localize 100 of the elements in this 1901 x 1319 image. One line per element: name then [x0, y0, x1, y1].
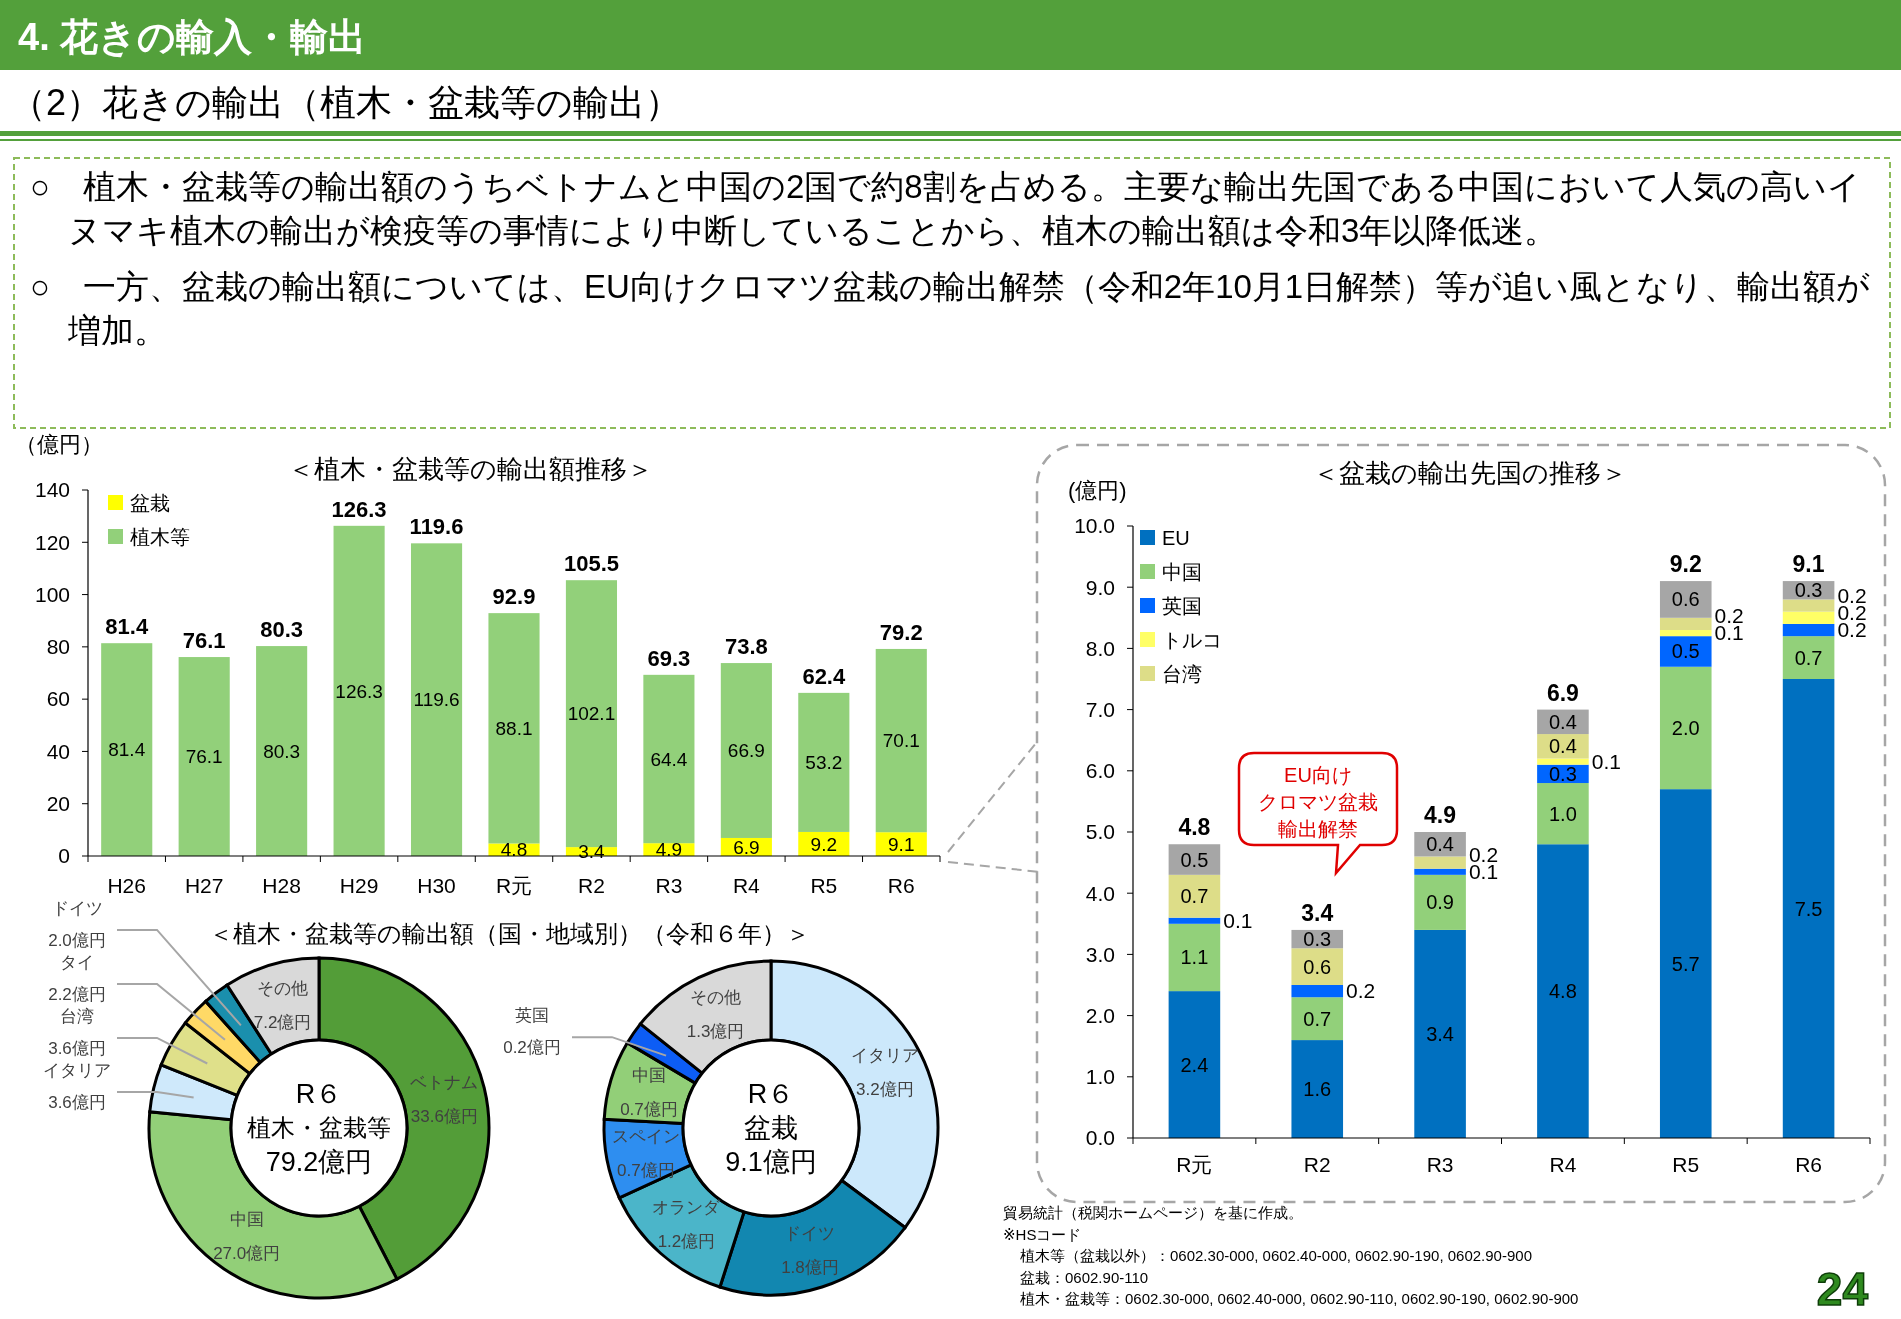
data-label: 3.4: [578, 841, 606, 863]
bar: [1537, 758, 1589, 765]
data-label: 88.1: [495, 717, 533, 739]
data-label: 0.4: [1549, 735, 1577, 758]
data-label: 66.9: [727, 740, 765, 762]
bar: [1659, 789, 1712, 1138]
x-tick-label: H26: [107, 874, 146, 897]
y-tick-label: 120: [34, 530, 70, 554]
data-label: 2.0億円: [48, 930, 106, 950]
data-label: 3.4: [1426, 1022, 1454, 1045]
slice-label: イタリア: [43, 1060, 111, 1080]
bar: [1168, 874, 1221, 918]
data-label: 3.6億円: [48, 1038, 106, 1058]
bar: [1414, 856, 1466, 869]
y-tick-label: 7.0: [1085, 697, 1115, 721]
bar: [1414, 874, 1466, 930]
total-label: 80.3: [260, 617, 304, 643]
data-label: 1.0: [1549, 802, 1577, 825]
y-tick-label: 10.0: [1074, 514, 1115, 538]
x-tick-label: R元: [495, 874, 533, 897]
bar: [875, 648, 927, 833]
y-tick-label: 40: [46, 739, 70, 763]
text: 9.1億円: [725, 1147, 817, 1178]
data-label: 0.7: [1794, 646, 1823, 669]
data-label: 0.6: [1671, 588, 1700, 611]
y-tick-label: 1.0: [1085, 1065, 1115, 1089]
data-label: 0.1: [1591, 749, 1621, 773]
data-label: 0.7: [1180, 885, 1209, 908]
text: 貿易統計（税関ホームページ）を基に作成。: [1003, 1204, 1303, 1221]
text: R６: [295, 1079, 343, 1110]
x-tick-label: R2: [578, 874, 605, 897]
text: 植木・盆栽等：0602.30-000, 0602.40-000, 0602.90-110, 0602.90-190, 0602.90-900: [1020, 1290, 1579, 1307]
x-tick-label: R2: [1303, 1153, 1331, 1176]
data-label: 76.1: [185, 746, 223, 768]
y-tick-label: 5.0: [1085, 820, 1115, 844]
slice-label: その他: [257, 979, 309, 999]
text: 盆栽: [744, 1113, 798, 1144]
data-label: 7.2億円: [253, 1013, 312, 1033]
y-tick-label: 60: [46, 687, 70, 711]
data-label: 2.0: [1671, 716, 1700, 739]
total-label: 9.2: [1669, 551, 1702, 578]
bar: [1414, 929, 1466, 1138]
bar: [1168, 923, 1221, 992]
total-label: 6.9: [1546, 679, 1579, 706]
data-label: 0.9: [1426, 891, 1454, 914]
data-label: 1.8億円: [781, 1258, 839, 1278]
data-label: 27.0億円: [213, 1243, 281, 1263]
y-tick-label: 140: [34, 478, 70, 502]
slice-label: オランダ: [652, 1198, 722, 1218]
y-tick-label: 4.0: [1085, 881, 1115, 905]
data-label: 0.5: [1671, 640, 1700, 663]
slice-label: ドイツ: [784, 1224, 836, 1244]
slice-label: 台湾: [60, 1006, 94, 1026]
data-label: 1.6: [1303, 1078, 1332, 1101]
bar: [101, 643, 153, 856]
data-label: 3.2億円: [856, 1079, 914, 1099]
legend-label: 英国: [1162, 595, 1202, 617]
data-label: 5.7: [1671, 952, 1700, 975]
x-tick-label: H30: [417, 874, 456, 897]
bar: [1414, 868, 1466, 875]
data-label: 1.2億円: [657, 1232, 716, 1252]
bar: [1168, 917, 1221, 924]
x-tick-label: H28: [262, 874, 301, 897]
data-label: 64.4: [650, 748, 688, 770]
text: ○ 一方、盆栽の輸出額については、EU向けクロマツ盆栽の輸出解禁（令和2年10月1日解禁）等が追い風となり、輸出額が増加。: [30, 268, 1871, 349]
data-label: 9.1: [888, 833, 915, 855]
legend-label: 盆栽: [130, 492, 170, 514]
y-tick-label: 80: [46, 635, 70, 659]
data-label: 33.6億円: [410, 1106, 478, 1126]
text: 植木等（盆栽以外）：0602.30-000, 0602.40-000, 0602.90-190, 0602.90-900: [1020, 1247, 1532, 1264]
x-tick-label: R4: [732, 874, 761, 897]
total-label: 3.4: [1301, 899, 1334, 926]
data-label: 0.7億円: [616, 1161, 675, 1181]
slice-label: ベトナム: [410, 1072, 479, 1092]
x-tick-label: R元: [1176, 1153, 1213, 1176]
slice-label: イタリア: [850, 1045, 919, 1065]
total-label: 9.1: [1792, 551, 1825, 578]
x-tick-label: H27: [184, 874, 224, 897]
data-label: 81.4: [108, 739, 146, 761]
total-label: 4.8: [1178, 814, 1211, 841]
x-tick-label: H29: [339, 874, 379, 897]
total-label: 62.4: [802, 663, 846, 689]
y-tick-label: 3.0: [1085, 942, 1115, 966]
bar: [1782, 679, 1835, 1138]
y-tick-label: 0: [58, 844, 70, 868]
data-label: 0.7億円: [620, 1100, 678, 1120]
slice-label: スペイン: [611, 1127, 680, 1147]
chart-title: ＜盆栽の輸出先国の推移＞: [1313, 458, 1627, 488]
bar: [1537, 844, 1589, 1138]
x-tick-label: R5: [1672, 1153, 1700, 1176]
data-label: 7.5: [1794, 897, 1823, 920]
bar: [1291, 1040, 1344, 1138]
y-axis-title: （億円）: [15, 432, 103, 457]
y-tick-label: 2.0: [1085, 1003, 1115, 1027]
text: 24: [1816, 1263, 1869, 1315]
annotation: クロマツ盆栽: [1258, 791, 1378, 813]
total-label: 73.8: [724, 634, 768, 660]
bar: [1659, 630, 1712, 637]
legend-label: 植木等: [130, 526, 190, 548]
total-label: 69.3: [647, 645, 691, 671]
